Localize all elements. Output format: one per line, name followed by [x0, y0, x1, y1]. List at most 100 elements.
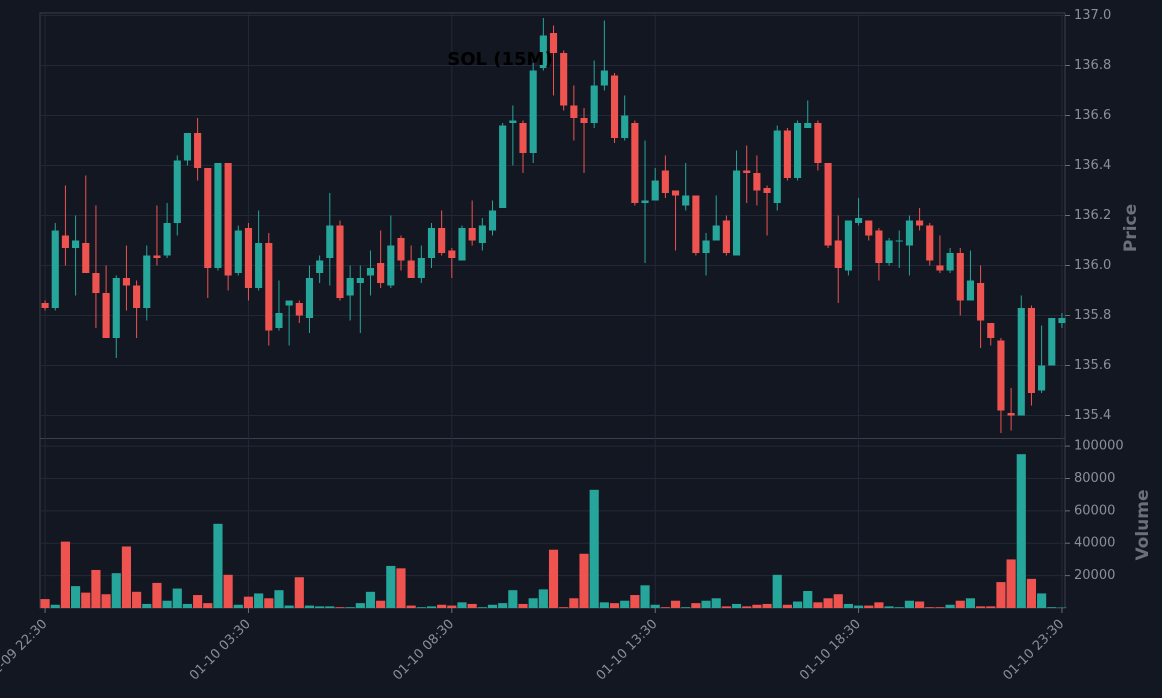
volume-bar: [365, 591, 376, 608]
volume-bar: [1016, 454, 1026, 608]
volume-bar: [142, 603, 152, 608]
x-tick-label: 01-10 13:30: [594, 617, 661, 684]
candle-body: [814, 123, 822, 163]
volume-axis-label: Volume: [1133, 489, 1153, 560]
candle-body: [753, 173, 761, 191]
volume-bar: [762, 603, 772, 608]
candle-body: [529, 70, 537, 153]
candle-body: [265, 243, 273, 331]
volume-bar: [50, 604, 60, 608]
candle-body: [387, 245, 395, 286]
volume-bar: [477, 607, 487, 608]
volume-bar: [731, 603, 742, 608]
candle-body: [407, 260, 415, 278]
candle-body: [173, 160, 181, 223]
candle-body: [682, 195, 690, 206]
volume-bar: [569, 598, 579, 608]
candle-body: [499, 125, 507, 208]
volume-bar: [213, 523, 223, 608]
candle-body: [458, 228, 466, 261]
volume-bar: [376, 600, 386, 608]
volume-bar: [274, 590, 284, 608]
volume-bar: [691, 603, 701, 608]
volume-bar: [345, 607, 355, 608]
volume-tick-label: 80000: [1074, 471, 1115, 486]
candle-body: [448, 250, 456, 258]
volume-bar: [416, 607, 426, 608]
volume-bar: [915, 601, 925, 608]
candle-body: [61, 235, 69, 248]
volume-bar: [325, 606, 335, 608]
candle-body: [580, 118, 588, 123]
candle-body: [844, 220, 852, 271]
volume-bar: [996, 582, 1006, 608]
volume-bar: [894, 607, 904, 608]
candle-body: [702, 240, 710, 253]
volume-bar: [386, 565, 396, 608]
volume-bar: [589, 489, 599, 608]
candle-body: [478, 225, 486, 243]
volume-bar: [579, 553, 589, 608]
candle-body: [926, 225, 934, 261]
volume-bar: [233, 604, 243, 608]
volume-bar: [223, 574, 233, 608]
frame: [39, 12, 1066, 609]
volume-bar: [60, 541, 70, 608]
volume-bar: [630, 595, 640, 608]
y-tick-label: 135.6: [1074, 358, 1111, 373]
volume-bar: [121, 546, 132, 608]
candle-body: [885, 240, 893, 263]
volume-bar: [884, 606, 894, 608]
volume-bar: [711, 598, 721, 608]
candle-body: [1058, 318, 1066, 323]
candle-body: [610, 75, 619, 138]
volume-bar: [986, 606, 996, 608]
volume-bar: [264, 598, 274, 608]
candle-body: [488, 210, 497, 231]
volume-bar: [854, 605, 864, 608]
candle-body: [905, 220, 913, 246]
y-tick-label: 136.4: [1074, 158, 1111, 173]
volume-bar: [152, 582, 162, 608]
candle-body: [397, 238, 405, 261]
volume-bar: [172, 588, 182, 608]
candle-body: [72, 240, 80, 248]
candle-body: [183, 133, 192, 161]
candle-body: [1038, 365, 1046, 391]
volume-bar: [193, 595, 203, 608]
volume-bar: [935, 607, 945, 608]
candle-body: [133, 285, 141, 308]
candle-body: [163, 223, 171, 256]
candle-body: [692, 195, 700, 253]
candle-body: [153, 255, 161, 258]
volume-bar: [284, 605, 294, 608]
candle-body: [732, 170, 741, 256]
candle-body: [783, 130, 791, 178]
volume-bar: [294, 577, 304, 608]
grid: [40, 13, 1065, 608]
volume-bar: [772, 574, 782, 608]
candle-body: [743, 170, 751, 173]
candle-body: [356, 278, 364, 283]
candle-body: [641, 200, 649, 203]
volume-bar: [243, 596, 254, 608]
candle-body: [661, 170, 669, 193]
candle-body: [956, 253, 964, 301]
volume-bar: [81, 592, 91, 608]
candle-body: [346, 278, 354, 296]
volume-bar: [813, 602, 823, 608]
candle-body: [1007, 413, 1015, 416]
volume-bar: [1047, 607, 1057, 608]
volume-bar: [162, 600, 172, 608]
candle-body: [773, 130, 781, 203]
volume-bar: [182, 603, 193, 608]
x-tick-label: 01-09 22:30: [0, 617, 50, 684]
x-tick-label: 01-10 03:30: [187, 617, 254, 684]
candle-body: [112, 278, 120, 338]
volume-bar: [904, 600, 914, 608]
y-tick-label: 135.4: [1074, 408, 1111, 423]
candle-body: [895, 240, 903, 242]
volume-bar: [803, 591, 813, 608]
volume-bar: [965, 598, 976, 608]
